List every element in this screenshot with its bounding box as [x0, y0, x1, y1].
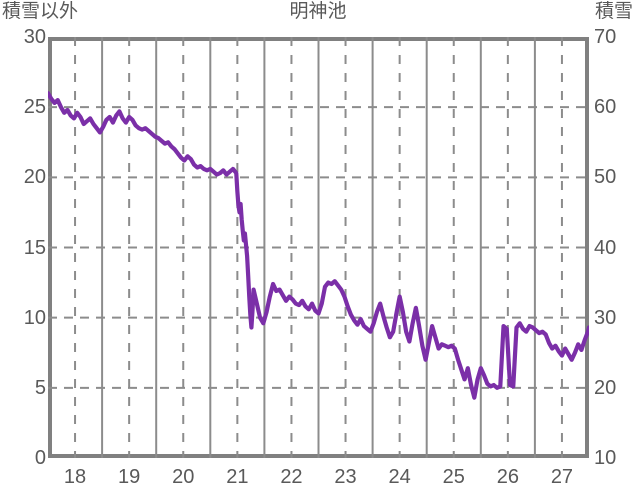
- x-axis-tick-27: 27: [550, 466, 574, 488]
- right-axis-tick-50: 50: [594, 166, 617, 189]
- right-axis-tick-10: 10: [594, 447, 617, 469]
- left-axis-tick-25: 25: [23, 96, 46, 119]
- x-axis-tick-20: 20: [172, 466, 195, 488]
- right-axis-tick-60: 60: [594, 96, 617, 119]
- x-axis-tick-18: 18: [63, 466, 87, 488]
- x-axis-tick-24: 24: [388, 466, 411, 488]
- x-axis-tick-21: 21: [226, 466, 249, 488]
- right-axis-tick-40: 40: [594, 236, 617, 259]
- right-axis-tick-30: 30: [594, 306, 617, 329]
- x-axis-tick-26: 26: [496, 466, 519, 488]
- right-axis-tick-20: 20: [594, 376, 617, 399]
- right-axis-title: 積雪: [594, 1, 633, 22]
- left-axis-tick-0: 0: [34, 447, 46, 469]
- plot-area: [48, 37, 589, 458]
- x-axis-tick-25: 25: [442, 466, 465, 488]
- left-axis-tick-15: 15: [23, 236, 46, 259]
- left-axis-title: 積雪以外: [2, 1, 79, 22]
- x-axis-tick-23: 23: [334, 466, 357, 488]
- x-axis-tick-22: 22: [280, 466, 303, 488]
- left-axis-tick-10: 10: [23, 306, 46, 329]
- left-axis-tick-30: 30: [23, 26, 46, 48]
- right-axis-tick-70: 70: [594, 26, 617, 48]
- left-axis-tick-20: 20: [23, 166, 46, 189]
- left-axis-tick-5: 5: [34, 376, 46, 399]
- x-axis-tick-19: 19: [118, 466, 141, 488]
- page-title: 明神池: [289, 1, 347, 22]
